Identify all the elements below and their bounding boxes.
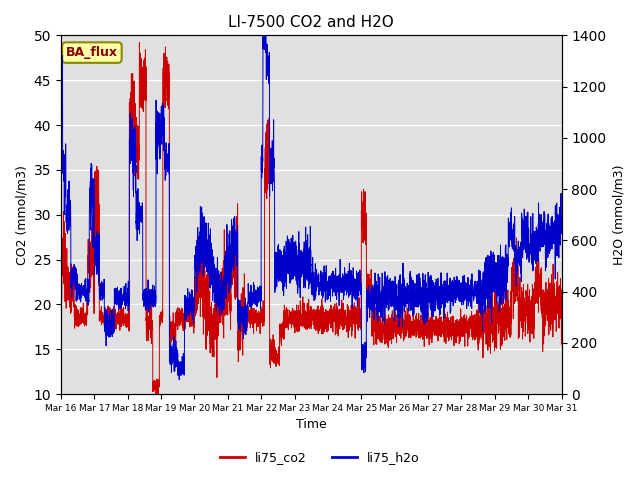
X-axis label: Time: Time: [296, 419, 326, 432]
li75_co2: [421, 326, 429, 332]
Line: li75_co2: li75_co2: [61, 43, 561, 394]
li75_co2: [543, 312, 550, 317]
li75_h2o: [295, 241, 303, 247]
li75_h2o: [518, 276, 525, 282]
Title: LI-7500 CO2 and H2O: LI-7500 CO2 and H2O: [228, 15, 394, 30]
Line: li75_h2o: li75_h2o: [61, 36, 561, 380]
Text: BA_flux: BA_flux: [66, 46, 118, 59]
li75_co2: [136, 40, 143, 46]
li75_h2o: [421, 297, 429, 302]
li75_h2o: [543, 221, 550, 227]
li75_co2: [518, 311, 525, 317]
li75_co2: [152, 391, 160, 397]
Legend: li75_co2, li75_h2o: li75_co2, li75_h2o: [215, 446, 425, 469]
li75_h2o: [268, 161, 275, 167]
li75_co2: [295, 328, 303, 334]
li75_h2o: [57, 88, 65, 94]
li75_co2: [557, 310, 565, 316]
li75_h2o: [557, 213, 565, 218]
Y-axis label: H2O (mmol/m3): H2O (mmol/m3): [612, 165, 625, 265]
Y-axis label: CO2 (mmol/m3): CO2 (mmol/m3): [15, 165, 28, 264]
li75_h2o: [259, 33, 267, 38]
li75_co2: [268, 357, 275, 363]
li75_co2: [271, 355, 279, 361]
li75_h2o: [175, 377, 183, 383]
li75_co2: [57, 263, 65, 269]
li75_h2o: [271, 278, 279, 284]
